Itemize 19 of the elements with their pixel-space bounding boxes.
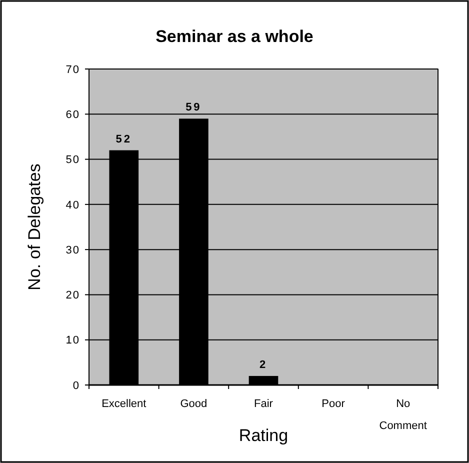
y-tick-label: 50	[66, 154, 80, 166]
x-tick-label: Fair	[254, 398, 274, 410]
x-axis-title: Rating	[238, 426, 288, 445]
y-axis-title: No. of Delegates	[25, 164, 44, 290]
y-tick-label: 20	[66, 290, 80, 302]
data-label: 2	[259, 358, 268, 371]
y-tick-label: 40	[66, 199, 80, 212]
y-tick-label: 10	[66, 334, 80, 347]
y-tick-label: 0	[72, 380, 80, 392]
y-tick-label: 70	[66, 64, 80, 76]
x-tick-label: No Comment	[379, 398, 427, 432]
x-tick-label: Poor	[322, 398, 346, 410]
x-tick-label: Excellent	[102, 398, 146, 410]
data-label: 59	[186, 102, 202, 114]
y-tick-label: 60	[66, 108, 80, 121]
x-tick-label: Good	[180, 398, 208, 410]
y-tick-label: 30	[66, 244, 80, 256]
data-label: 52	[116, 133, 132, 146]
chart-title: Seminar as a whole	[156, 27, 314, 46]
